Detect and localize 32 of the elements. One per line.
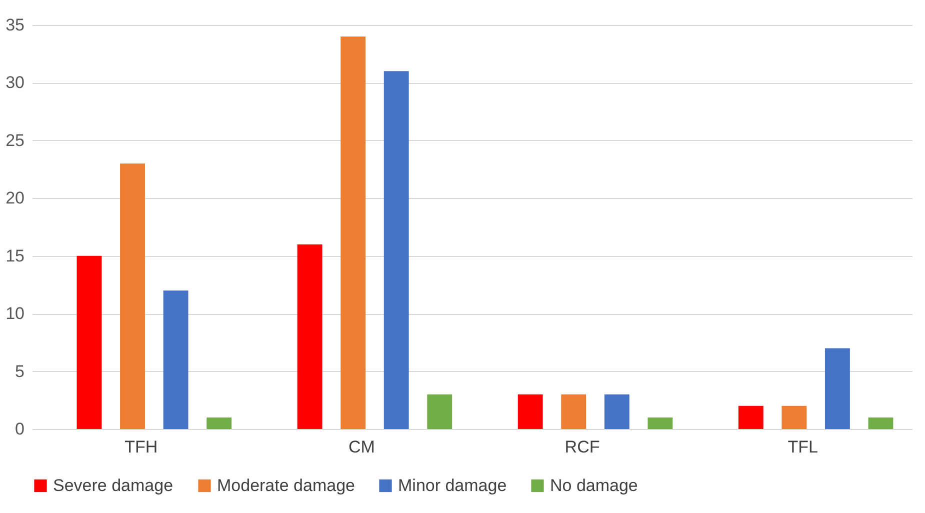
bar xyxy=(824,348,850,429)
y-tick-label: 0 xyxy=(15,420,24,438)
bar xyxy=(297,244,322,429)
bar xyxy=(340,36,366,429)
bar xyxy=(427,394,452,429)
legend-label: Moderate damage xyxy=(217,476,355,495)
legend-label: Minor damage xyxy=(398,476,507,495)
bar xyxy=(76,256,102,429)
bar xyxy=(782,406,807,429)
y-tick-label: 10 xyxy=(6,304,24,324)
bar xyxy=(648,417,673,429)
y-tick-label: 35 xyxy=(6,16,24,34)
y-tick-label: 25 xyxy=(6,130,24,150)
x-tick-label: CM xyxy=(348,438,375,456)
y-tick-label: 5 xyxy=(15,362,24,381)
legend-label: No damage xyxy=(550,476,638,495)
x-tick-label: RCF xyxy=(564,438,600,456)
bar xyxy=(206,417,232,429)
bar xyxy=(868,417,894,429)
bar xyxy=(738,406,764,429)
bar xyxy=(120,164,145,429)
bar xyxy=(518,394,543,429)
x-tick-label: TFL xyxy=(788,438,818,456)
bar xyxy=(163,290,188,429)
x-tick-label: TFH xyxy=(124,438,158,456)
bar xyxy=(604,394,630,429)
y-tick-label: 30 xyxy=(6,73,24,92)
legend-label: Severe damage xyxy=(53,476,174,495)
bar xyxy=(561,394,586,429)
y-tick-label: 15 xyxy=(6,246,24,266)
bar xyxy=(384,71,409,429)
y-tick-label: 20 xyxy=(6,188,24,208)
